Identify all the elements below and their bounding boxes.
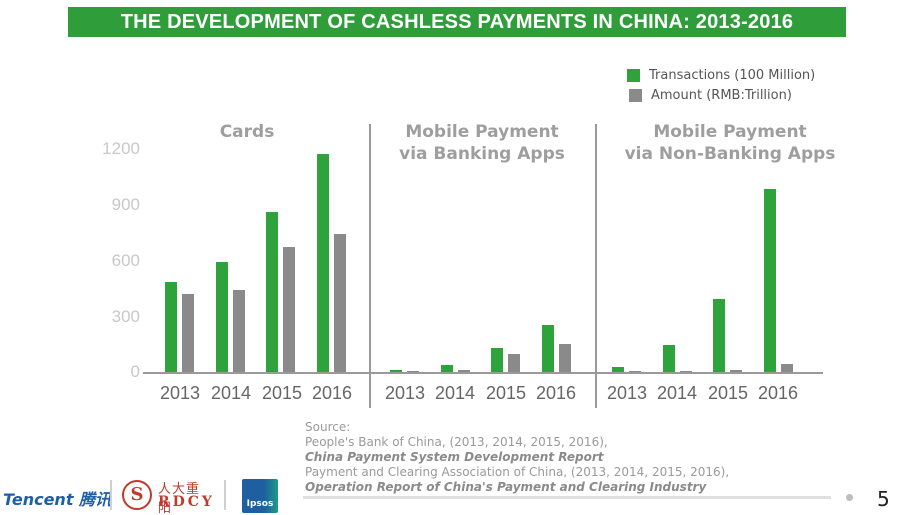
legend-swatch-green [627, 68, 640, 82]
x-tick: 2013 [384, 383, 426, 403]
y-tick: 600 [111, 251, 140, 270]
panel-title-line: Mobile Payment [405, 122, 559, 142]
legend-label: Amount (RMB:Trillion) [651, 87, 792, 103]
bar-transactions [491, 348, 503, 372]
source-line: People's Bank of China, (2013, 2014, 201… [305, 435, 608, 449]
source-report-title: Operation Report of China's Payment and … [305, 480, 707, 494]
rdcy-logo-cn: 人大重阳 [158, 482, 201, 515]
panel-title-line: via Non-Banking Apps [624, 144, 836, 164]
x-tick: 2015 [485, 383, 527, 403]
panel-title-non-banking: Mobile Payment via Non-Banking Apps [610, 121, 850, 165]
rdcy-emblem-icon: S [122, 480, 152, 510]
footer-dot-icon [846, 494, 853, 501]
x-tick: 2015 [707, 383, 749, 403]
legend-item-amount: Amount (RMB:Trillion) [627, 85, 815, 105]
bar-transactions [764, 189, 776, 372]
bar-chart: 1200 900 600 300 0 Cards Mobile Payment … [102, 121, 850, 408]
y-tick: 1200 [102, 139, 140, 158]
source-line: Payment and Clearing Association of Chin… [305, 465, 730, 479]
bar-amount [407, 371, 419, 372]
bar-amount [182, 294, 194, 372]
bar-transactions [216, 262, 228, 372]
bar-transactions [266, 212, 278, 372]
rdcy-logo-en: RDCY [158, 494, 215, 510]
y-tick: 0 [130, 362, 140, 381]
bar-amount [334, 234, 346, 372]
panel-title-line: via Banking Apps [399, 144, 565, 164]
bar-amount [629, 371, 641, 372]
x-tick: 2016 [311, 383, 353, 403]
bar-amount [559, 344, 571, 372]
x-tick: 2013 [159, 383, 201, 403]
bar-transactions [542, 325, 554, 372]
x-axis-line [143, 372, 823, 374]
x-tick: 2016 [535, 383, 577, 403]
rdcy-logo: S 人大重阳 RDCY [122, 478, 215, 515]
page-number: 5 [877, 487, 890, 511]
legend-swatch-gray [629, 88, 642, 102]
bar-amount [458, 370, 470, 372]
panel-title-line: Cards [219, 122, 275, 142]
x-tick: 2015 [261, 383, 303, 403]
x-tick: 2013 [606, 383, 648, 403]
footer-divider [303, 496, 831, 499]
bar-transactions [390, 370, 402, 372]
logo-separator [110, 480, 112, 510]
bar-amount [781, 364, 793, 372]
panel-divider [595, 124, 597, 408]
panel-title-banking: Mobile Payment via Banking Apps [372, 121, 592, 165]
y-tick: 300 [111, 307, 140, 326]
bar-amount [233, 290, 245, 372]
x-tick: 2014 [210, 383, 252, 403]
panel-title-cards: Cards [172, 121, 322, 143]
x-tick: 2014 [656, 383, 698, 403]
source-report-title: China Payment System Development Report [305, 450, 604, 464]
legend-label: Transactions (100 Million) [649, 67, 816, 83]
ipsos-logo: Ipsos [242, 479, 278, 513]
x-tick: 2014 [434, 383, 476, 403]
bar-amount [508, 354, 520, 372]
panel-title-line: Mobile Payment [653, 122, 807, 142]
chart-legend: Transactions (100 Million) Amount (RMB:T… [627, 65, 815, 105]
source-citation: Source: People's Bank of China, (2013, 2… [305, 420, 729, 495]
bar-transactions [317, 154, 329, 372]
legend-item-transactions: Transactions (100 Million) [627, 65, 815, 85]
source-label: Source: [305, 420, 351, 434]
bar-amount [730, 370, 742, 372]
bar-amount [283, 247, 295, 372]
page-title: THE DEVELOPMENT OF CASHLESS PAYMENTS IN … [68, 7, 846, 37]
bar-transactions [612, 367, 624, 372]
logo-separator [224, 480, 226, 510]
bar-transactions [441, 365, 453, 372]
tencent-logo: Tencent 腾讯 [3, 490, 112, 509]
bar-transactions [165, 282, 177, 372]
bar-transactions [713, 299, 725, 372]
panel-divider [369, 124, 371, 408]
y-tick: 900 [111, 195, 140, 214]
bar-amount [680, 371, 692, 372]
bar-transactions [663, 345, 675, 372]
x-tick: 2016 [757, 383, 799, 403]
